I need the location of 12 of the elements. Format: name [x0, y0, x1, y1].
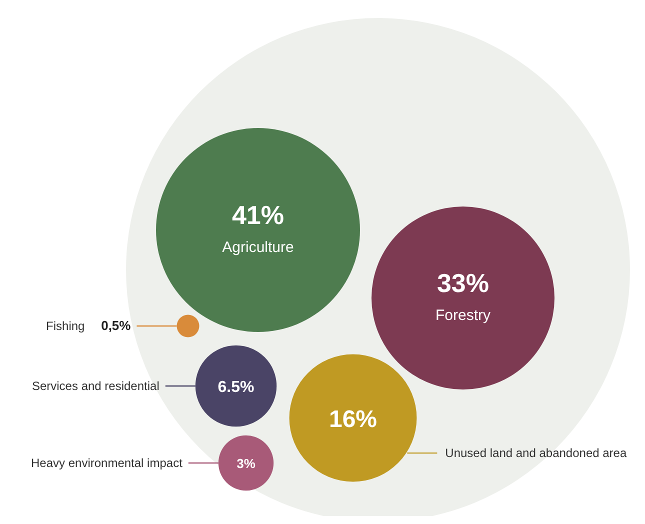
data-label: 3%: [236, 456, 256, 471]
category-label: Unused land and abandoned area: [445, 446, 627, 460]
data-label: 33%: [436, 268, 490, 298]
category-label: Fishing: [46, 319, 85, 333]
data-label: 0,5%: [101, 318, 132, 333]
data-label: 6.5%: [218, 379, 254, 396]
data-label: 41%: [232, 200, 284, 230]
category-label: Heavy environmental impact: [31, 456, 184, 470]
category-label: Agriculture: [222, 239, 294, 256]
category-label: Forestry: [435, 307, 491, 324]
category-label: Services and residential: [32, 379, 160, 393]
data-label: 16%: [328, 406, 378, 433]
